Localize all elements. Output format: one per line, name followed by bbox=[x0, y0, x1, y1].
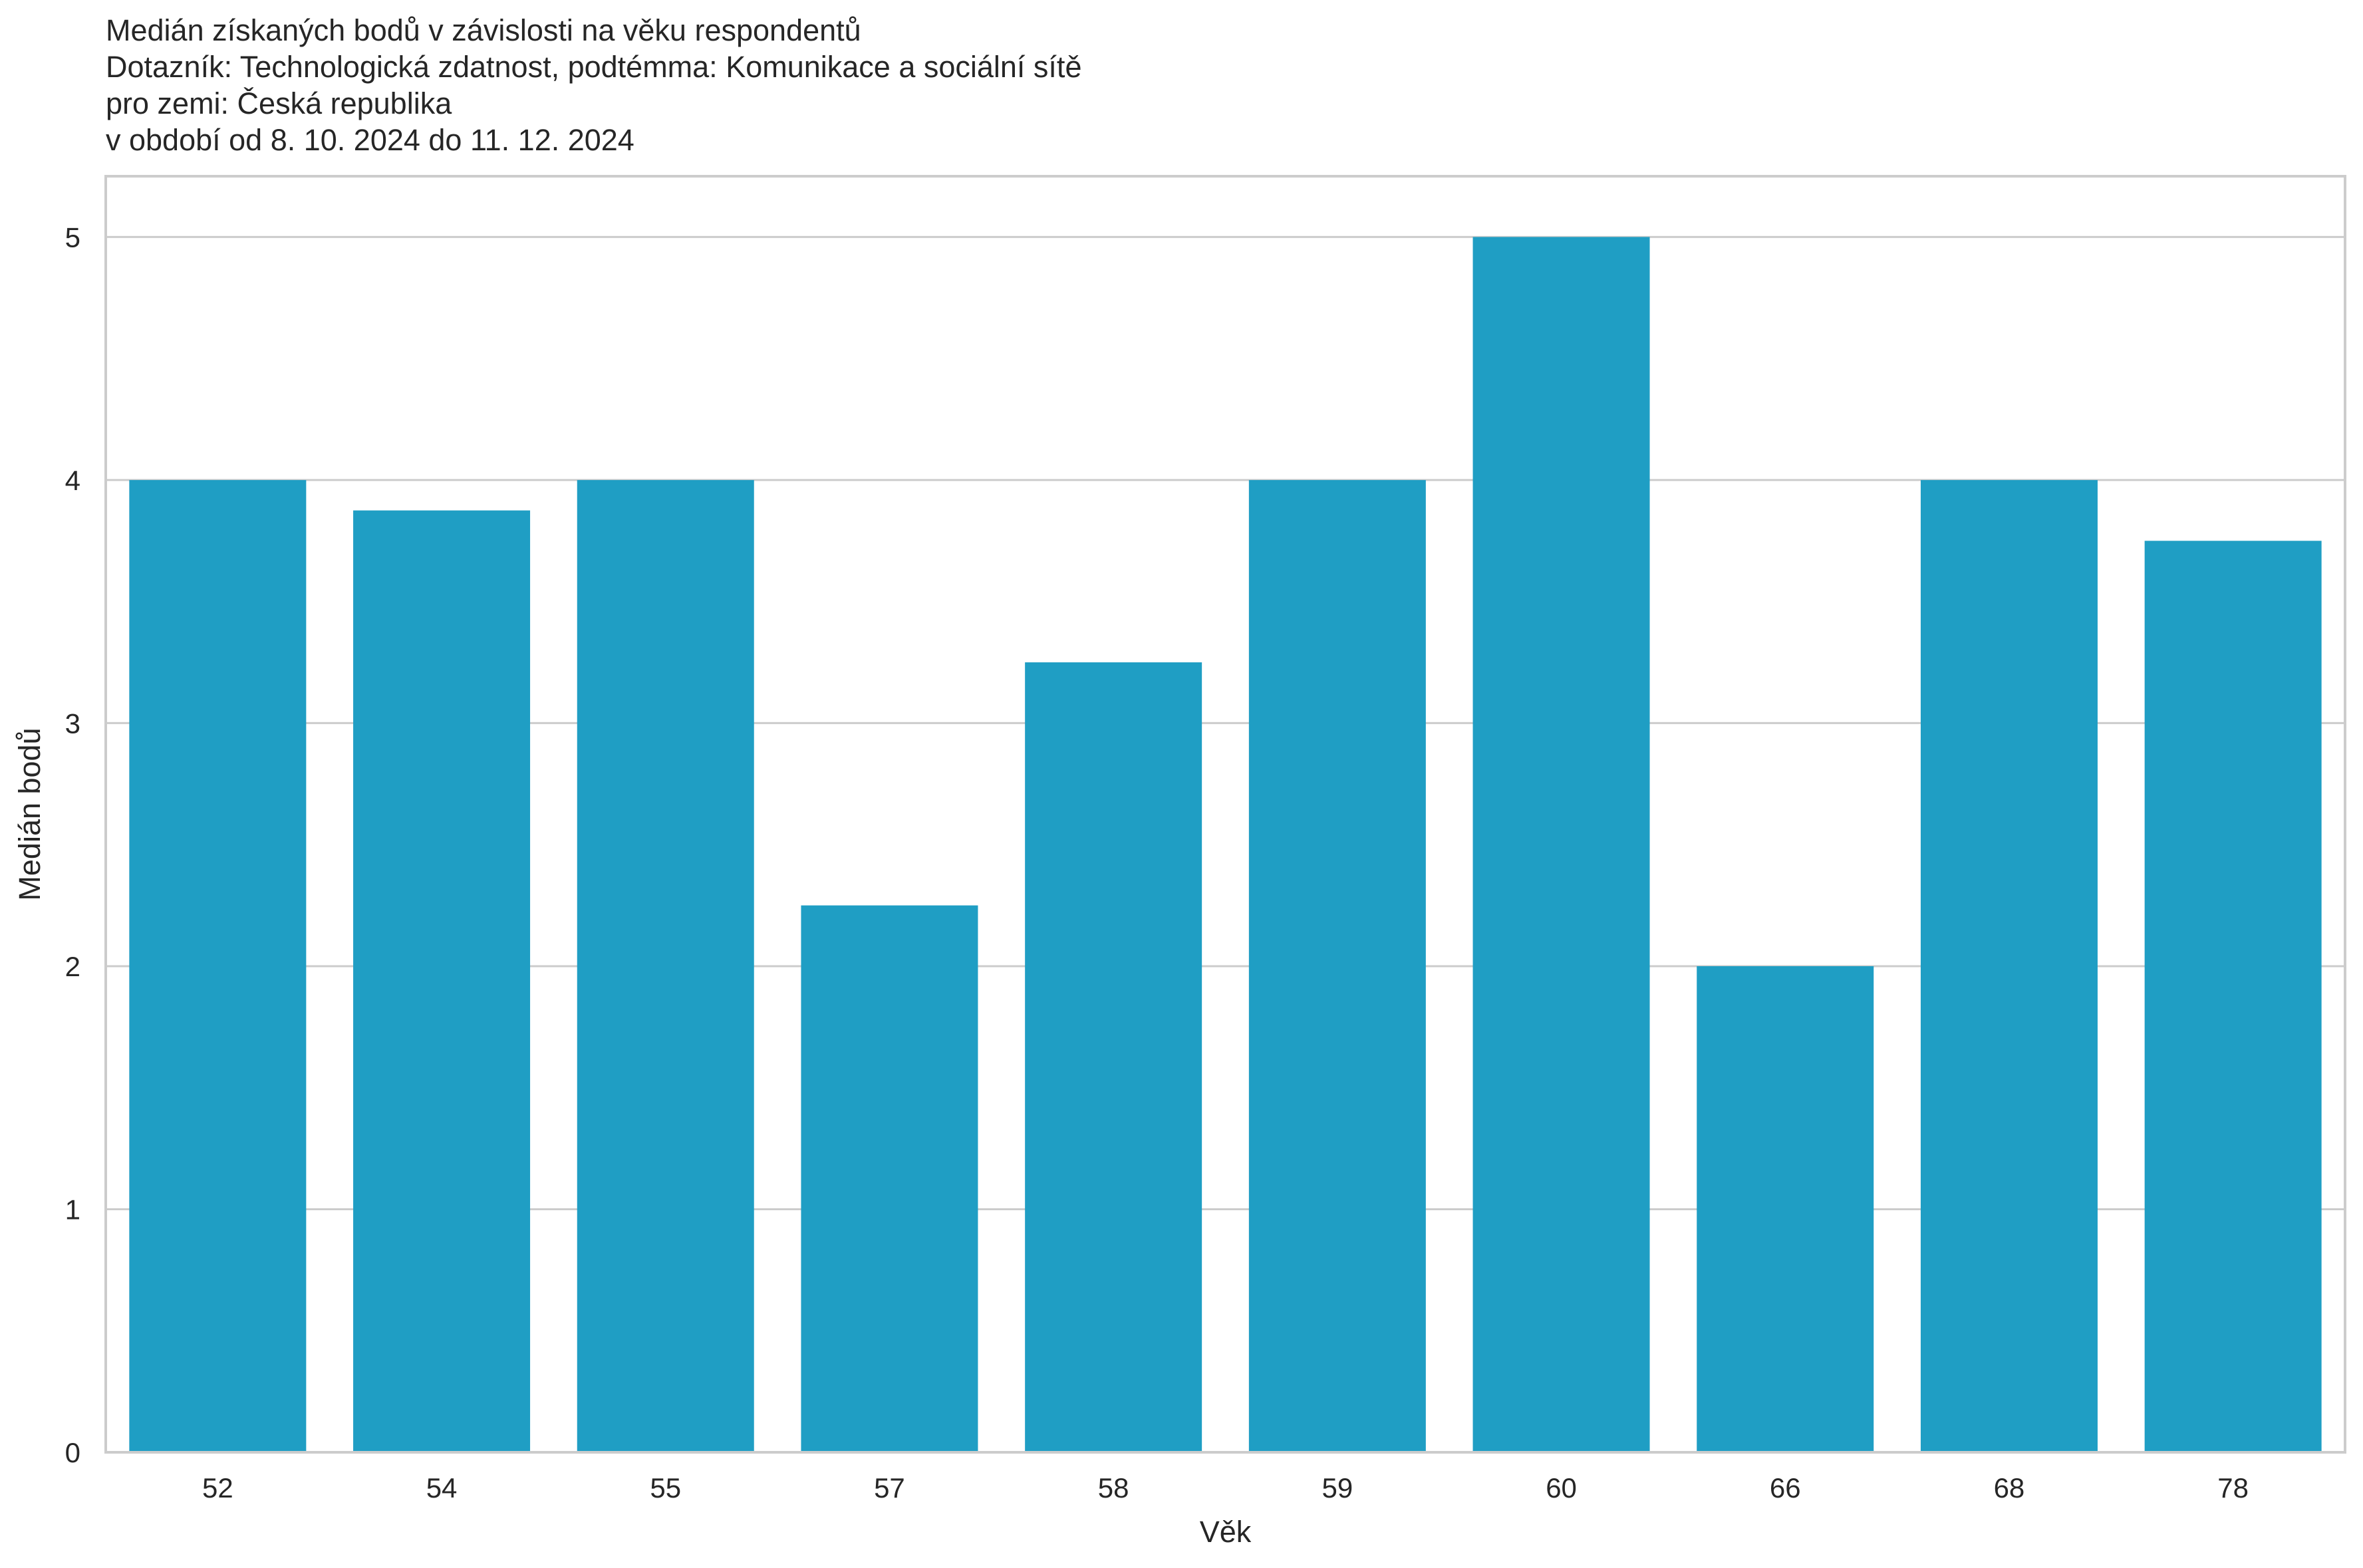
y-tick-label: 5 bbox=[65, 221, 80, 253]
bar-68 bbox=[1920, 479, 2098, 1452]
bar-52 bbox=[129, 479, 307, 1452]
bar-66 bbox=[1697, 966, 1874, 1452]
x-tick-label: 58 bbox=[1098, 1472, 1129, 1503]
y-tick-label: 1 bbox=[65, 1194, 80, 1225]
chart-title-line: v období od 8. 10. 2024 do 11. 12. 2024 bbox=[106, 123, 634, 157]
x-tick-label: 66 bbox=[1770, 1472, 1801, 1503]
chart-title-line: pro zemi: Česká republika bbox=[106, 86, 452, 120]
chart-title-line: Dotazník: Technologická zdatnost, podtém… bbox=[106, 50, 1082, 84]
chart-title-line: Medián získaných bodů v závislosti na vě… bbox=[106, 13, 861, 47]
bar-55 bbox=[577, 479, 754, 1452]
bars bbox=[129, 237, 2322, 1453]
x-tick-label: 57 bbox=[874, 1472, 905, 1503]
y-tick-labels: 0 1 2 3 4 5 bbox=[65, 221, 80, 1468]
x-tick-label: 60 bbox=[1546, 1472, 1577, 1503]
x-tick-label: 68 bbox=[1994, 1472, 2025, 1503]
x-tick-label: 59 bbox=[1321, 1472, 1353, 1503]
bar-54 bbox=[353, 510, 531, 1452]
y-axis-label: Medián bodů bbox=[13, 727, 47, 900]
bar-60 bbox=[1472, 237, 1650, 1452]
y-tick-label: 3 bbox=[65, 708, 80, 739]
x-tick-label: 78 bbox=[2217, 1472, 2249, 1503]
x-tick-labels: 52 54 55 57 58 59 60 66 68 78 bbox=[202, 1472, 2249, 1503]
y-tick-label: 4 bbox=[65, 465, 80, 496]
y-tick-label: 2 bbox=[65, 951, 80, 982]
x-axis-label: Věk bbox=[1200, 1515, 1252, 1549]
plot-frame bbox=[104, 175, 2346, 1454]
chart-title: Medián získaných bodů v závislosti na vě… bbox=[106, 12, 1081, 158]
y-tick-label: 0 bbox=[65, 1437, 80, 1468]
x-tick-label: 52 bbox=[202, 1472, 233, 1503]
bar-78 bbox=[2144, 541, 2322, 1453]
x-tick-label: 54 bbox=[426, 1472, 458, 1503]
bar-57 bbox=[801, 905, 978, 1452]
bar-59 bbox=[1248, 479, 1426, 1452]
x-tick-label: 55 bbox=[650, 1472, 681, 1503]
bar-58 bbox=[1025, 662, 1202, 1452]
